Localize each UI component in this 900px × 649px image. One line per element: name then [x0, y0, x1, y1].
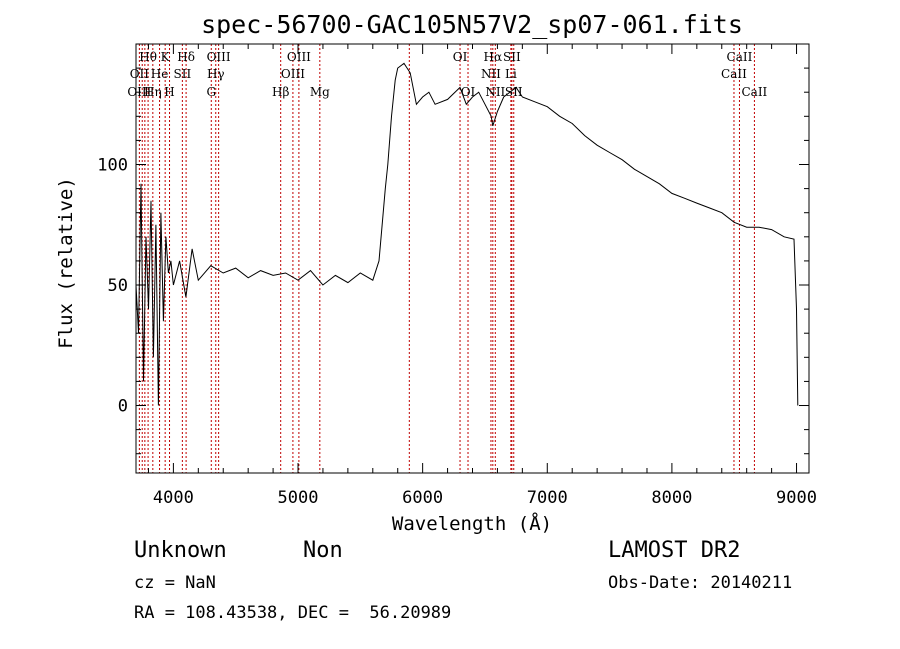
y-axis-ticks: 0 50 100 [97, 67, 809, 455]
y-tick-label: 100 [97, 156, 128, 176]
emission-line-label: OIII [287, 50, 311, 64]
emission-line-label: SII [505, 85, 523, 99]
emission-line-label: Hθ [139, 50, 157, 64]
ra-dec-coordinates: RA = 108.43538, DEC = 56.20989 [134, 603, 452, 623]
emission-line-label: OIII [207, 50, 231, 64]
spectral-class: Unknown [134, 538, 227, 563]
emission-line-label: Hα [484, 50, 503, 64]
spectral-subclass: Non [303, 538, 343, 563]
emission-line-label: K [161, 50, 171, 64]
plot-frame [135, 43, 810, 474]
observation-date: Obs-Date: 20140211 [608, 573, 793, 593]
emission-line-label: H [164, 85, 174, 99]
x-tick-label: 4000 [153, 488, 194, 508]
emission-line-label: OI [453, 50, 468, 64]
y-tick-label: 0 [118, 397, 128, 417]
x-tick-label: 5000 [278, 488, 319, 508]
emission-line-label: NII [481, 67, 501, 81]
x-axis-ticks: 4000 5000 6000 7000 8000 9000 [147, 44, 817, 508]
emission-line-label: SII [174, 67, 192, 81]
x-tick-label: 7000 [527, 488, 568, 508]
chart-title: spec-56700-GAC105N57V2_sp07-061.fits [201, 10, 743, 39]
x-axis-label: Wavelength (Å) [392, 512, 552, 535]
emission-line-label: OI [461, 85, 476, 99]
survey-name: LAMOST DR2 [608, 538, 741, 563]
emission-line-label: Hβ [272, 85, 289, 99]
y-axis-label: Flux (relative) [55, 177, 77, 349]
emission-line-label: Hδ [177, 50, 195, 64]
emission-line-markers [138, 44, 755, 473]
spectrum-series-line [135, 62, 799, 406]
x-tick-label: 9000 [776, 488, 817, 508]
emission-line-label: CaII [727, 50, 753, 64]
emission-line-label: OIII [281, 67, 305, 81]
emission-line-label: Mg [310, 85, 330, 99]
x-tick-label: 6000 [402, 488, 443, 508]
emission-line-label: NII [485, 85, 505, 99]
emission-line-label: Hγ [207, 67, 225, 81]
emission-line-label: CaII [741, 85, 767, 99]
emission-line-label: Hη [144, 85, 162, 99]
emission-line-label: OII [130, 67, 150, 81]
emission-line-label: Li [505, 67, 517, 81]
y-tick-label: 50 [108, 276, 128, 296]
emission-line-label: He [151, 67, 169, 81]
x-tick-label: 8000 [651, 488, 692, 508]
emission-line-label: CaII [721, 67, 747, 81]
redshift-value: cz = NaN [134, 573, 216, 593]
emission-line-label: SII [503, 50, 521, 64]
emission-line-label: G [206, 85, 216, 99]
